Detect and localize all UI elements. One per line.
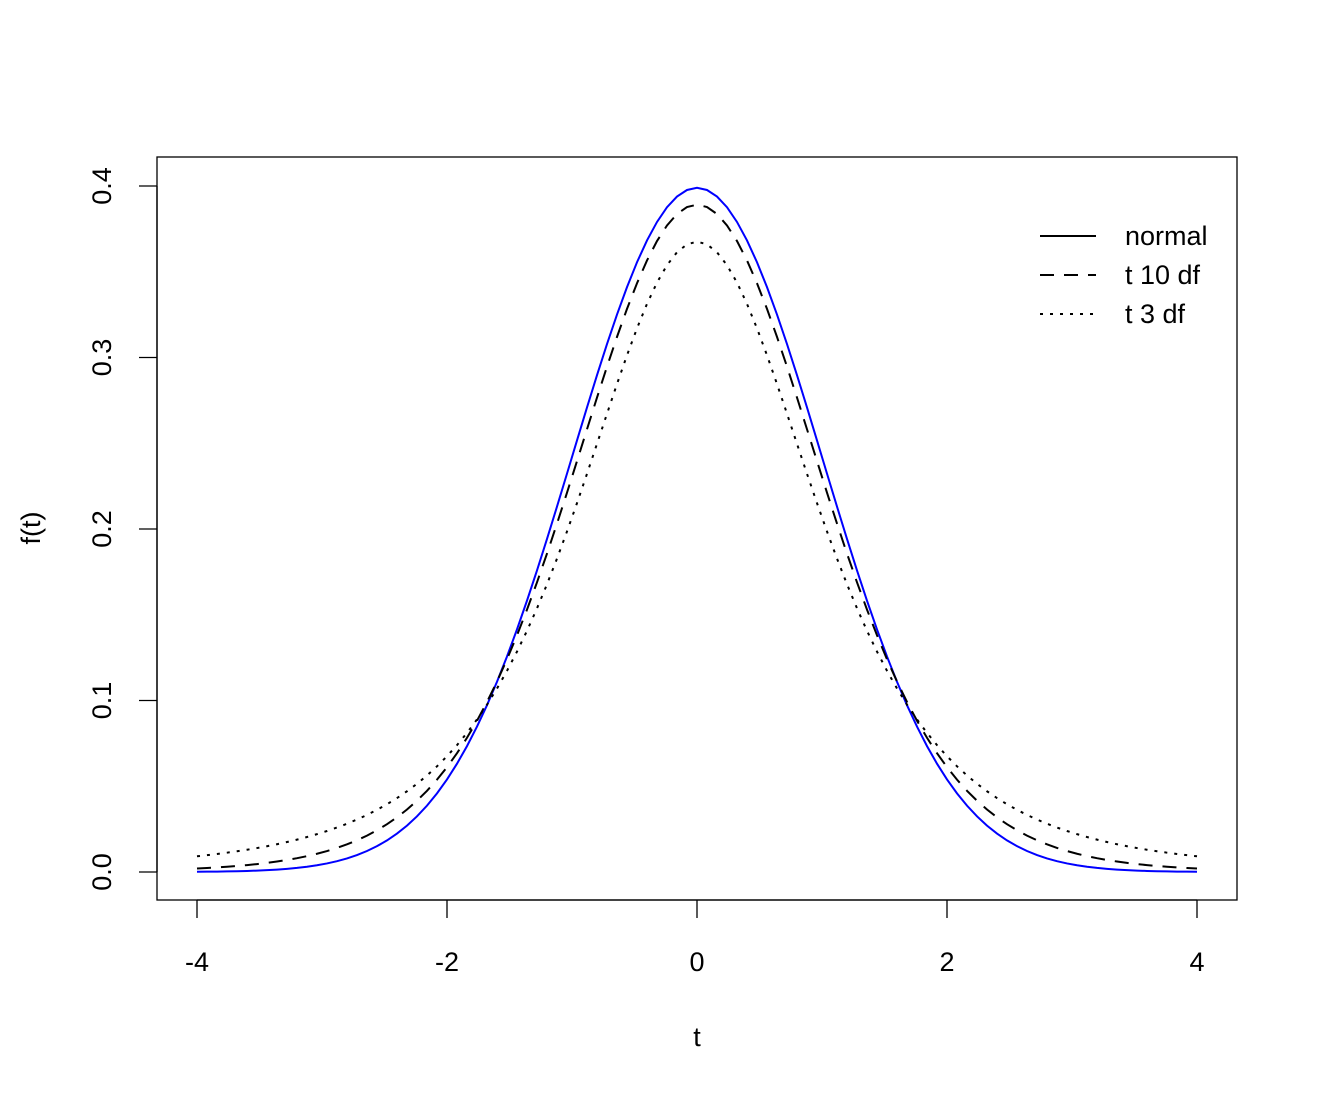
y-axis: 0.0 0.1 0.2 0.3 0.4 (87, 167, 158, 891)
legend-label: normal (1125, 221, 1208, 251)
y-tick-label: 0.4 (87, 167, 117, 205)
y-tick-label: 0.2 (87, 510, 117, 548)
legend-label: t 10 df (1125, 260, 1201, 290)
x-axis-label: t (693, 1022, 701, 1052)
plot-frame (156, 156, 1238, 901)
curve-3 (196, 240, 1198, 858)
y-tick-label: 0.1 (87, 682, 117, 720)
legend-label: t 3 df (1125, 299, 1186, 329)
x-axis: -4 -2 0 2 4 (185, 899, 1205, 977)
y-tick-label: 0.3 (87, 339, 117, 377)
x-tick-label: -4 (185, 947, 209, 977)
x-tick-label: 2 (939, 947, 954, 977)
x-tick-label: 0 (689, 947, 704, 977)
y-axis-label: f(t) (16, 512, 46, 545)
curve-1 (196, 186, 1198, 873)
y-tick-label: 0.0 (87, 853, 117, 891)
x-tick-label: 4 (1189, 947, 1204, 977)
curve-2 (196, 203, 1198, 870)
legend: normal t 10 df t 3 df (1040, 221, 1208, 329)
x-tick-label: -2 (435, 947, 459, 977)
plot-curves (196, 186, 1198, 873)
